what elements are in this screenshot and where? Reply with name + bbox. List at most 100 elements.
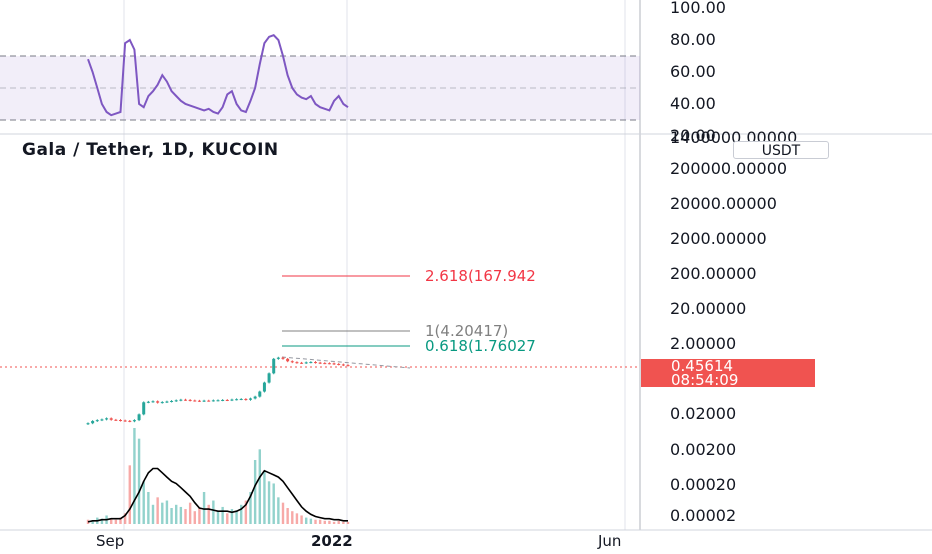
volume-bar: [253, 460, 257, 524]
rsi-tick-label: 40.00: [670, 94, 716, 113]
volume-bar: [161, 502, 164, 524]
last-price-value: 0.45614: [671, 357, 734, 375]
rsi-axis[interactable]: 100.00 80.00 60.00 40.00 20.00: [670, 0, 726, 145]
candle-body[interactable]: [281, 357, 285, 359]
volume-bar: [263, 470, 266, 524]
price-axis[interactable]: 1400000.00000 200000.00000 20000.00000 2…: [670, 128, 797, 525]
candle-body[interactable]: [258, 391, 262, 397]
candle-body[interactable]: [323, 363, 327, 365]
candle-body[interactable]: [309, 362, 313, 364]
candle-body[interactable]: [230, 399, 234, 401]
candle-body[interactable]: [119, 420, 122, 422]
volume-bar: [119, 517, 122, 524]
fib-trend-line[interactable]: [281, 356, 411, 369]
volume-bar: [175, 504, 178, 524]
volume-bar: [212, 500, 215, 524]
price-tick-label: 2.00000: [670, 334, 736, 353]
candle-body[interactable]: [267, 373, 271, 383]
volume-bar: [216, 511, 220, 524]
volume-bar: [230, 509, 234, 524]
time-axis[interactable]: Sep 2022 Jun: [96, 532, 621, 550]
candle-body[interactable]: [221, 399, 225, 401]
candle-body[interactable]: [170, 400, 174, 402]
candle-body[interactable]: [160, 402, 164, 404]
candle-body[interactable]: [341, 364, 345, 366]
candle-body[interactable]: [286, 358, 290, 362]
candle-body[interactable]: [225, 399, 229, 401]
candle-body[interactable]: [290, 361, 294, 363]
candle-body[interactable]: [216, 400, 220, 402]
candle-body[interactable]: [100, 419, 104, 421]
candle-body[interactable]: [318, 362, 322, 364]
candle-body[interactable]: [197, 400, 201, 402]
candle-body[interactable]: [95, 420, 99, 422]
volume-bar: [235, 511, 238, 524]
candle-body[interactable]: [128, 420, 132, 422]
candle-body[interactable]: [276, 357, 280, 359]
candle-body[interactable]: [207, 400, 211, 402]
time-tick-label: Jun: [597, 532, 621, 550]
volume-bar: [277, 497, 280, 524]
candle-body[interactable]: [109, 418, 113, 420]
candle-body[interactable]: [179, 399, 183, 401]
candle-body[interactable]: [184, 399, 187, 401]
candle-body[interactable]: [332, 363, 336, 365]
candle-body[interactable]: [193, 400, 197, 402]
candle-body[interactable]: [91, 421, 95, 424]
candle-body[interactable]: [346, 365, 350, 367]
fib-label-0618: 0.618(1.76027: [425, 337, 536, 355]
candle-body[interactable]: [156, 401, 160, 403]
rsi-tick-label: 20.00: [670, 126, 716, 145]
candle-body[interactable]: [211, 400, 215, 402]
candle-body[interactable]: [202, 400, 206, 402]
candle-body[interactable]: [337, 363, 341, 365]
candle-body[interactable]: [327, 363, 331, 365]
candle-body[interactable]: [188, 399, 192, 401]
volume-bar: [281, 502, 285, 524]
price-tick-label: 2000.00000: [670, 229, 767, 248]
fib-label-2618: 2.618(167.942: [425, 267, 536, 285]
price-tick-label: 0.00002: [670, 506, 736, 525]
volume-bar: [337, 520, 340, 524]
volume-bar: [258, 449, 261, 524]
volume-bar: [226, 513, 229, 524]
candle-body[interactable]: [174, 400, 178, 402]
candle-body[interactable]: [249, 398, 252, 400]
candle-body[interactable]: [295, 362, 299, 364]
candle-body[interactable]: [314, 362, 317, 364]
rsi-line[interactable]: [87, 34, 349, 117]
volume-bar: [114, 519, 118, 524]
candle-body[interactable]: [137, 414, 141, 421]
candle-body[interactable]: [105, 418, 109, 420]
volume-bar: [128, 465, 131, 524]
volume-bar: [193, 511, 196, 524]
candle-body[interactable]: [165, 401, 169, 403]
candle-body[interactable]: [123, 420, 127, 422]
candle-body[interactable]: [151, 401, 155, 403]
volume-bar: [295, 513, 299, 524]
volume-bar: [100, 518, 104, 524]
volume-bar: [137, 438, 141, 524]
candle-body[interactable]: [146, 401, 150, 403]
candle-body[interactable]: [114, 419, 118, 421]
fib-label-1: 1(4.20417): [425, 322, 508, 340]
volume-bar: [123, 513, 127, 524]
candle-body[interactable]: [239, 399, 243, 401]
volume-bar: [221, 506, 224, 524]
candle-body[interactable]: [132, 420, 136, 422]
candle-body[interactable]: [235, 399, 239, 401]
candle-body[interactable]: [244, 399, 248, 401]
candle-body[interactable]: [253, 396, 257, 399]
candle-body[interactable]: [142, 402, 146, 415]
candle-body[interactable]: [304, 362, 308, 364]
currency-unit-button[interactable]: USDT: [733, 141, 829, 159]
price-candles[interactable]: [86, 356, 350, 425]
bar-countdown: 08:54:09: [671, 371, 739, 389]
candle-body[interactable]: [272, 358, 276, 374]
volume-bar: [244, 500, 248, 524]
candle-body[interactable]: [86, 423, 90, 425]
candle-body[interactable]: [300, 362, 304, 364]
candle-body[interactable]: [262, 382, 266, 392]
